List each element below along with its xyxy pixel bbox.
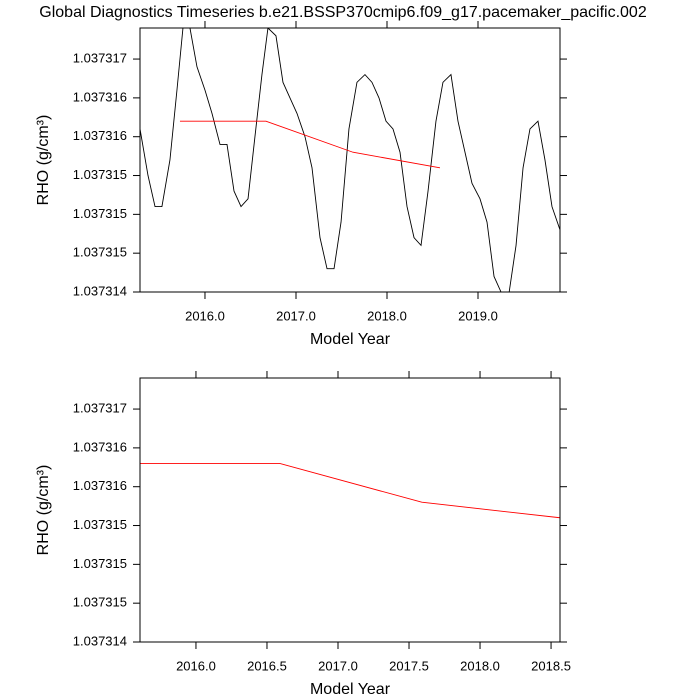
y-tick-label: 1.037317 (73, 400, 127, 415)
line-series (140, 28, 560, 292)
y-tick-label: 1.037314 (73, 633, 127, 648)
x-tick-label: 2018.0 (367, 308, 407, 323)
x-tick-label: 2016.0 (176, 658, 216, 673)
y-tick-label: 1.037317 (73, 50, 127, 65)
panel: 1.037314 1.037315 1.037315 1.037315 1.037316… (35, 371, 571, 698)
x-tick-label: 2017.5 (389, 658, 429, 673)
line-series (140, 462, 560, 519)
y-tick-label: 1.037316 (73, 89, 127, 104)
y-tick-label: 1.037316 (73, 478, 127, 493)
x-axis-label: Model Year (310, 681, 391, 698)
y-tick-label: 1.037315 (73, 206, 127, 221)
x-axis-label: Model Year (310, 331, 391, 348)
y-tick-label: 1.037314 (73, 283, 127, 298)
y-tick-label: 1.037315 (73, 556, 127, 571)
y-tick-label: 1.037315 (73, 167, 127, 182)
plot-frame (139, 27, 561, 293)
chart-title: Global Diagnostics Timeseries b.e21.BSSP… (39, 4, 647, 21)
y-tick-label: 1.037315 (73, 517, 127, 532)
y-tick-label: 1.037316 (73, 128, 127, 143)
x-tick-label: 2016.5 (247, 658, 287, 673)
x-tick-label: 2018.0 (460, 658, 500, 673)
x-tick-label: 2018.5 (531, 658, 571, 673)
plot-frame (139, 377, 561, 643)
x-tick-label: 2017.0 (318, 658, 358, 673)
y-tick-label: 1.037316 (73, 439, 127, 454)
y-axis-label: RHO (g/cm³) (35, 115, 52, 206)
x-tick-label: 2017.0 (276, 308, 316, 323)
y-axis-label: RHO (g/cm³) (35, 465, 52, 556)
y-tick-label: 1.037315 (73, 245, 127, 260)
x-tick-label: 2019.0 (458, 308, 498, 323)
y-tick-label: 1.037315 (73, 595, 127, 610)
line-series (179, 120, 441, 169)
x-tick-label: 2016.0 (185, 308, 225, 323)
panel: 1.037314 1.037315 1.037315 1.037315 1.037316… (35, 21, 567, 348)
